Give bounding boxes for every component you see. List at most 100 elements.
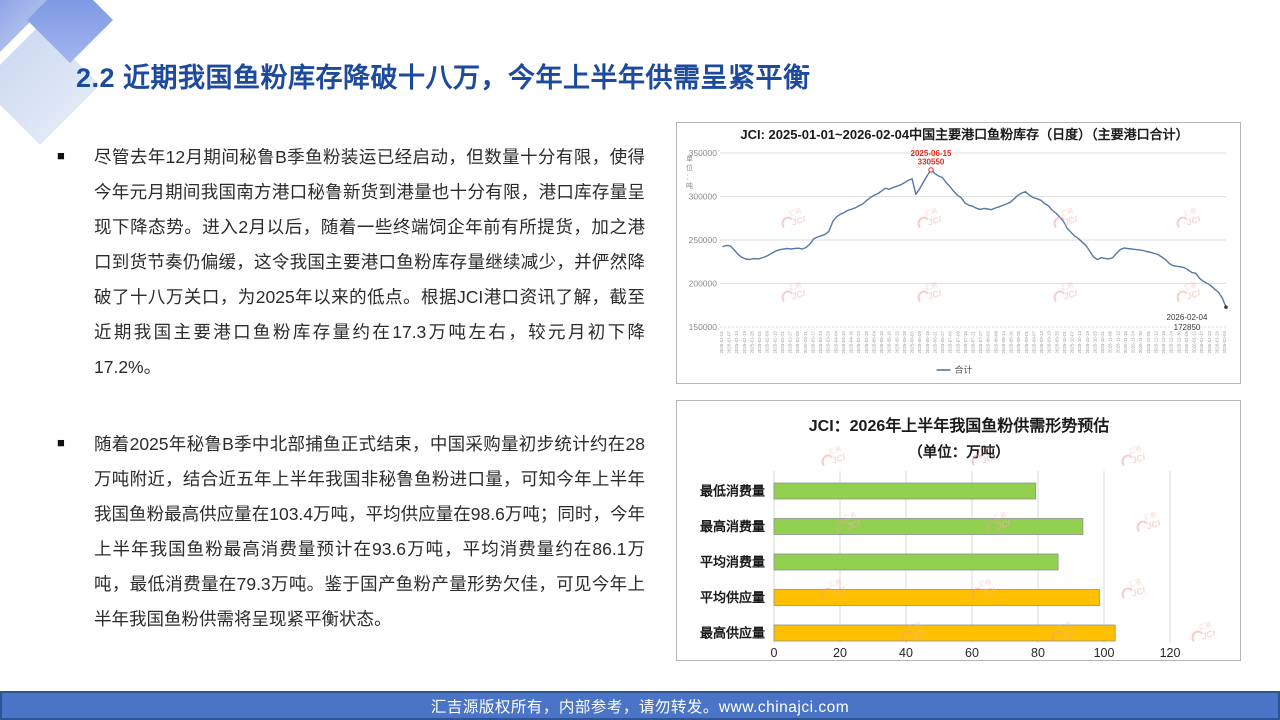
svg-text:172850: 172850 <box>1174 323 1201 332</box>
svg-text:2025-07-27: 2025-07-27 <box>978 330 983 353</box>
svg-text:汇易: 汇易 <box>1183 207 1198 219</box>
svg-text:2025-08-02: 2025-08-02 <box>986 330 991 353</box>
svg-text:JCI: JCI <box>790 288 807 302</box>
svg-text:80: 80 <box>1031 646 1045 660</box>
svg-text:JCI: JCI <box>1060 628 1077 642</box>
svg-text:汇易: 汇易 <box>1143 511 1158 523</box>
svg-text:2025-09-25: 2025-09-25 <box>1054 330 1059 353</box>
svg-text:2025-03-23: 2025-03-23 <box>818 330 823 353</box>
svg-text:汇易: 汇易 <box>828 578 843 590</box>
svg-text:2026-01-29: 2026-01-29 <box>1214 330 1219 353</box>
svg-text:2025-07-15: 2025-07-15 <box>963 330 968 353</box>
svg-text:2025-09-19: 2025-09-19 <box>1047 330 1052 353</box>
svg-text:120: 120 <box>1160 646 1181 660</box>
svg-text:JCI: JCI <box>830 452 847 466</box>
svg-text:2025-09-07: 2025-09-07 <box>1031 330 1036 353</box>
svg-text:2025-04-04: 2025-04-04 <box>833 330 838 353</box>
bar-chart-panel: 0 20 40 60 80 100 120 JCI：2026年上半年我国鱼粉供需形势预估 （单位… <box>676 400 1241 661</box>
svg-text:2025-03-11: 2025-03-11 <box>803 330 808 353</box>
svg-text:2026-02-04: 2026-02-04 <box>1222 330 1227 353</box>
svg-text:汇易: 汇易 <box>843 511 858 523</box>
svg-text:100: 100 <box>1094 646 1115 660</box>
svg-text:2025-06-09: 2025-06-09 <box>917 330 922 353</box>
svg-text:（单位：万吨）: （单位：万吨） <box>908 443 1010 461</box>
svg-text:2025-01-19: 2025-01-19 <box>742 330 747 353</box>
svg-text:300000: 300000 <box>689 192 718 202</box>
svg-text:平均消费量: 平均消费量 <box>700 555 765 570</box>
svg-text:2025-10-31: 2025-10-31 <box>1100 330 1105 353</box>
svg-text:JCI: JCI <box>830 585 847 599</box>
svg-text:汇易: 汇易 <box>1060 207 1075 219</box>
svg-text:2025-05-10: 2025-05-10 <box>879 330 884 353</box>
svg-text:JCI: JCI <box>980 452 997 466</box>
svg-text:JCI: JCI <box>1062 288 1079 302</box>
svg-text:2025-10-07: 2025-10-07 <box>1070 330 1075 353</box>
svg-text:JCI: JCI <box>1200 628 1217 642</box>
svg-text:330550: 330550 <box>918 157 945 166</box>
svg-text:JCI: JCI <box>1185 214 1202 228</box>
bullet-square-icon: ■ <box>57 148 65 163</box>
svg-text:汇易: 汇易 <box>1128 578 1143 590</box>
deco-shape-pale <box>0 25 100 145</box>
svg-text:2025-02-09: 2025-02-09 <box>765 330 770 353</box>
svg-text:单位：吨: 单位：吨 <box>686 154 693 190</box>
svg-text:2025-08-08: 2025-08-08 <box>993 330 998 353</box>
svg-text:最高供应量: 最高供应量 <box>700 626 765 641</box>
svg-text:2025-09-01: 2025-09-01 <box>1024 330 1029 353</box>
svg-text:2025-01-25: 2025-01-25 <box>749 330 754 353</box>
footer-text: 汇吉源版权所有，内部参考，请勿转发。www.chinajci.com <box>430 698 850 716</box>
svg-text:2025-06-15: 2025-06-15 <box>925 330 930 353</box>
svg-text:2025-06-03: 2025-06-03 <box>910 330 915 353</box>
svg-text:汇易: 汇易 <box>978 445 993 457</box>
svg-text:2026-01-11: 2026-01-11 <box>1192 330 1197 353</box>
svg-text:2025-05-04: 2025-05-04 <box>871 330 876 353</box>
svg-text:2025-02-27: 2025-02-27 <box>788 330 793 353</box>
svg-text:JCI: JCI <box>980 585 997 599</box>
svg-text:2025-12-30: 2025-12-30 <box>1176 330 1181 353</box>
svg-text:JCI: 2025-01-01~2026-02-04中国主要: JCI: 2025-01-01~2026-02-04中国主要港口鱼粉库存（日度）… <box>740 127 1188 142</box>
svg-text:2025-11-30: 2025-11-30 <box>1138 330 1143 353</box>
svg-text:2025-08-26: 2025-08-26 <box>1016 330 1021 353</box>
svg-text:汇易: 汇易 <box>908 621 923 633</box>
svg-text:2025-05-28: 2025-05-28 <box>902 330 907 353</box>
svg-text:汇易: 汇易 <box>828 445 843 457</box>
svg-text:2025-07-03: 2025-07-03 <box>948 330 953 353</box>
bullet-item: ■ 尽管去年12月期间秘鲁B季鱼粉装运已经启动，但数量十分有限，使得今年元月期间… <box>57 140 645 385</box>
svg-text:2025-09-13: 2025-09-13 <box>1039 330 1044 353</box>
svg-text:JCI: JCI <box>1145 518 1162 532</box>
inventory-line-chart: 150000 200000 250000 300000 350000 JCI: 2025-… <box>686 127 1228 375</box>
svg-text:2025-05-16: 2025-05-16 <box>887 330 892 353</box>
line-chart-panel: 150000 200000 250000 300000 350000 JCI: 2025-… <box>676 122 1241 384</box>
deco-shape-blue <box>27 0 113 63</box>
svg-text:汇易: 汇易 <box>788 207 803 219</box>
svg-text:2025-05-22: 2025-05-22 <box>894 330 899 353</box>
svg-text:汇易: 汇易 <box>993 511 1008 523</box>
svg-text:汇易: 汇易 <box>788 281 803 293</box>
svg-text:200000: 200000 <box>689 279 718 289</box>
svg-text:汇易: 汇易 <box>924 281 939 293</box>
svg-text:2025-02-03: 2025-02-03 <box>757 330 762 353</box>
svg-text:2025-11-18: 2025-11-18 <box>1123 330 1128 353</box>
svg-text:汇易: 汇易 <box>1198 621 1213 633</box>
svg-text:汇易: 汇易 <box>1128 445 1143 457</box>
svg-text:合计: 合计 <box>955 364 973 375</box>
svg-text:2025-03-05: 2025-03-05 <box>795 330 800 353</box>
svg-text:2025-06-27: 2025-06-27 <box>940 330 945 353</box>
svg-text:2025-10-13: 2025-10-13 <box>1077 330 1082 353</box>
svg-text:2025-03-17: 2025-03-17 <box>810 330 815 353</box>
svg-text:JCI: JCI <box>845 518 862 532</box>
svg-text:2025-10-01: 2025-10-01 <box>1062 330 1067 353</box>
svg-text:2026-02-04: 2026-02-04 <box>1167 313 1208 322</box>
svg-text:JCI: JCI <box>910 628 927 642</box>
svg-text:汇易: 汇易 <box>1058 621 1073 633</box>
svg-text:2026-01-23: 2026-01-23 <box>1207 330 1212 353</box>
svg-text:最低消费量: 最低消费量 <box>700 484 765 499</box>
svg-text:2025-02-21: 2025-02-21 <box>780 330 785 353</box>
svg-text:JCI: JCI <box>1185 288 1202 302</box>
svg-text:2025-01-01: 2025-01-01 <box>719 330 724 353</box>
svg-text:2025-08-20: 2025-08-20 <box>1009 330 1014 353</box>
svg-text:最高消费量: 最高消费量 <box>700 519 765 534</box>
svg-text:2025-10-19: 2025-10-19 <box>1085 330 1090 353</box>
svg-text:2025-04-16: 2025-04-16 <box>849 330 854 353</box>
